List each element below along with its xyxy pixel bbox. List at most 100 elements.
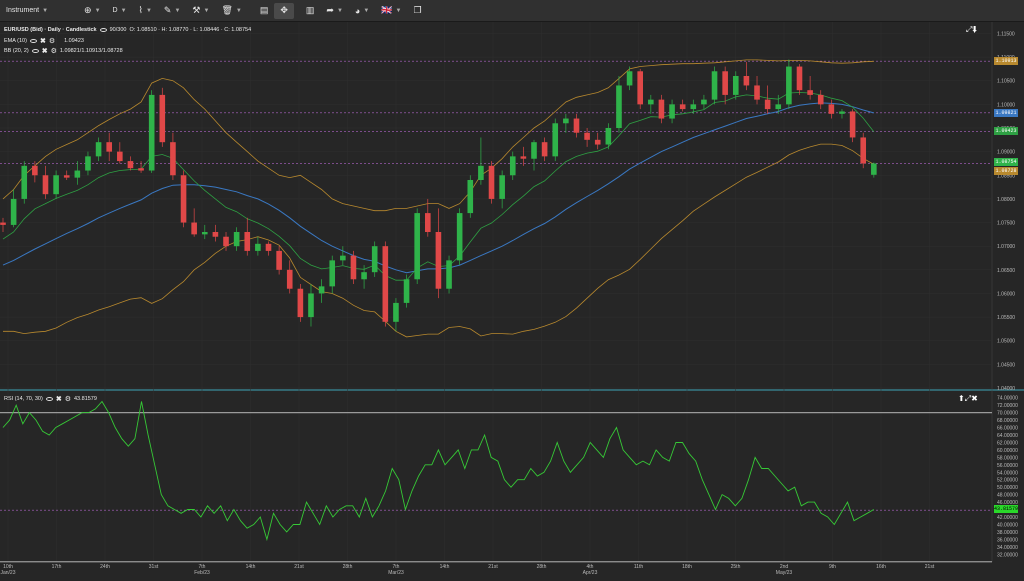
candle xyxy=(74,161,81,185)
candle-body xyxy=(711,71,718,100)
rsi-tick-label: 62.00000 xyxy=(997,440,1018,446)
candle xyxy=(340,246,346,266)
rsi-tick-label: 54.00000 xyxy=(997,470,1018,476)
candle-body xyxy=(106,142,112,152)
candle xyxy=(594,132,601,150)
price-tick-label: 1.07000 xyxy=(997,244,1015,250)
candle-body xyxy=(297,288,304,318)
candle xyxy=(488,161,495,204)
gear-icon[interactable]: ⚙ xyxy=(50,48,57,55)
candle-body xyxy=(839,111,845,114)
candle xyxy=(563,113,569,133)
candle xyxy=(817,90,824,110)
candle xyxy=(138,161,144,173)
candle-body xyxy=(584,132,590,140)
layout-button[interactable]: ▤ xyxy=(254,0,275,22)
candle xyxy=(722,66,728,105)
candle xyxy=(63,170,70,180)
indicators-button[interactable]: ▥ xyxy=(300,0,321,22)
candle xyxy=(775,94,782,114)
bb-lower-line xyxy=(3,143,874,338)
chevron-down-icon: ▼ xyxy=(235,7,242,14)
expand-icon[interactable]: ⤢⬇ xyxy=(966,25,978,34)
candle-body xyxy=(499,175,505,199)
candle-body xyxy=(63,175,70,178)
chart-canvas[interactable]: 1.115001.110001.105001.100001.095001.090… xyxy=(0,22,1024,576)
candle-body xyxy=(85,156,91,171)
close-icon[interactable]: ✖ xyxy=(39,38,46,45)
chevron-down-icon: ▼ xyxy=(395,7,402,14)
candle xyxy=(690,99,697,114)
candle-body xyxy=(552,123,559,157)
candle-body xyxy=(796,66,803,91)
chart-area[interactable]: 1.115001.110001.105001.100001.095001.090… xyxy=(0,22,1024,576)
candle-body xyxy=(478,165,484,180)
candle xyxy=(796,64,803,95)
candle-body xyxy=(32,165,38,176)
eye-icon[interactable] xyxy=(45,397,53,401)
candle xyxy=(754,76,760,105)
candle-body xyxy=(414,213,420,280)
popout-button[interactable]: ❐ xyxy=(407,0,427,22)
rsi-tick-label: 50.00000 xyxy=(997,485,1018,491)
candle-body xyxy=(520,156,527,159)
delete-button[interactable]: 🗑 ▼ xyxy=(215,0,247,22)
candle-body xyxy=(467,180,474,214)
candle xyxy=(170,132,176,180)
legend-count: 90/300 xyxy=(109,27,127,33)
candle-body xyxy=(531,142,537,159)
candle xyxy=(764,85,771,114)
crosshair-button[interactable]: ✥ xyxy=(274,2,294,19)
candle xyxy=(743,61,750,91)
candle xyxy=(648,94,654,114)
tools-button[interactable]: ⚒ ▼ xyxy=(186,0,215,22)
candle-body xyxy=(0,222,6,225)
candle xyxy=(446,255,452,294)
candle-body xyxy=(828,104,835,114)
x-tick-label: 16th xyxy=(876,564,886,570)
gear-icon[interactable]: ⚙ xyxy=(48,38,56,45)
candle-body xyxy=(201,232,208,235)
drawing-tools-button[interactable]: ✎ ▼ xyxy=(158,0,187,22)
rsi-tick-label: 68.00000 xyxy=(997,418,1018,424)
gear-icon[interactable]: ⚙ xyxy=(64,396,71,403)
candle xyxy=(106,132,112,162)
candle-body xyxy=(456,213,463,261)
legend-title: EUR/USD (Bid) · Daily · Candlestick xyxy=(4,27,97,33)
candle xyxy=(839,109,845,119)
eye-icon[interactable] xyxy=(99,28,107,32)
ema-value: 1.09423 xyxy=(64,38,84,44)
price-tick-label: 1.05000 xyxy=(997,339,1015,345)
candle xyxy=(0,217,6,232)
chart-type-button[interactable]: ⌇ ▼ xyxy=(133,0,158,22)
candle-body xyxy=(722,71,728,95)
candle-body xyxy=(488,165,495,199)
forward-button[interactable]: ➦ ▼ xyxy=(320,0,349,22)
theme-button[interactable]: ◕ ▼ xyxy=(349,0,375,22)
candle xyxy=(456,208,463,266)
period-selector[interactable]: D ▼ xyxy=(107,0,133,22)
x-tick-sublabel: Jan/23 xyxy=(0,570,15,576)
chevron-down-icon: ▼ xyxy=(203,7,210,14)
candle xyxy=(425,198,431,237)
candle-body xyxy=(42,175,49,195)
candle-body xyxy=(223,236,229,247)
candle-body xyxy=(350,255,357,280)
eye-icon[interactable] xyxy=(31,49,39,53)
candle xyxy=(669,99,675,124)
candle-body xyxy=(371,246,378,273)
trash-icon: 🗑 xyxy=(221,5,233,15)
candle xyxy=(191,208,197,237)
tools-icon: ⚒ xyxy=(192,5,201,15)
language-button[interactable]: 🇬🇧 ▼ xyxy=(375,0,407,22)
candle xyxy=(679,99,686,112)
close-icon[interactable]: ✖ xyxy=(41,48,48,55)
panel-controls-icon[interactable]: ⬆⤢✖ xyxy=(958,394,978,403)
close-icon[interactable]: ✖ xyxy=(55,396,62,403)
compare-button[interactable]: ⊕ ▼ xyxy=(78,0,107,22)
eye-icon[interactable] xyxy=(29,39,37,43)
candle xyxy=(276,246,282,275)
candle xyxy=(701,94,707,110)
instrument-selector[interactable]: Instrument ▼ xyxy=(0,0,54,22)
candle-body xyxy=(509,156,516,176)
